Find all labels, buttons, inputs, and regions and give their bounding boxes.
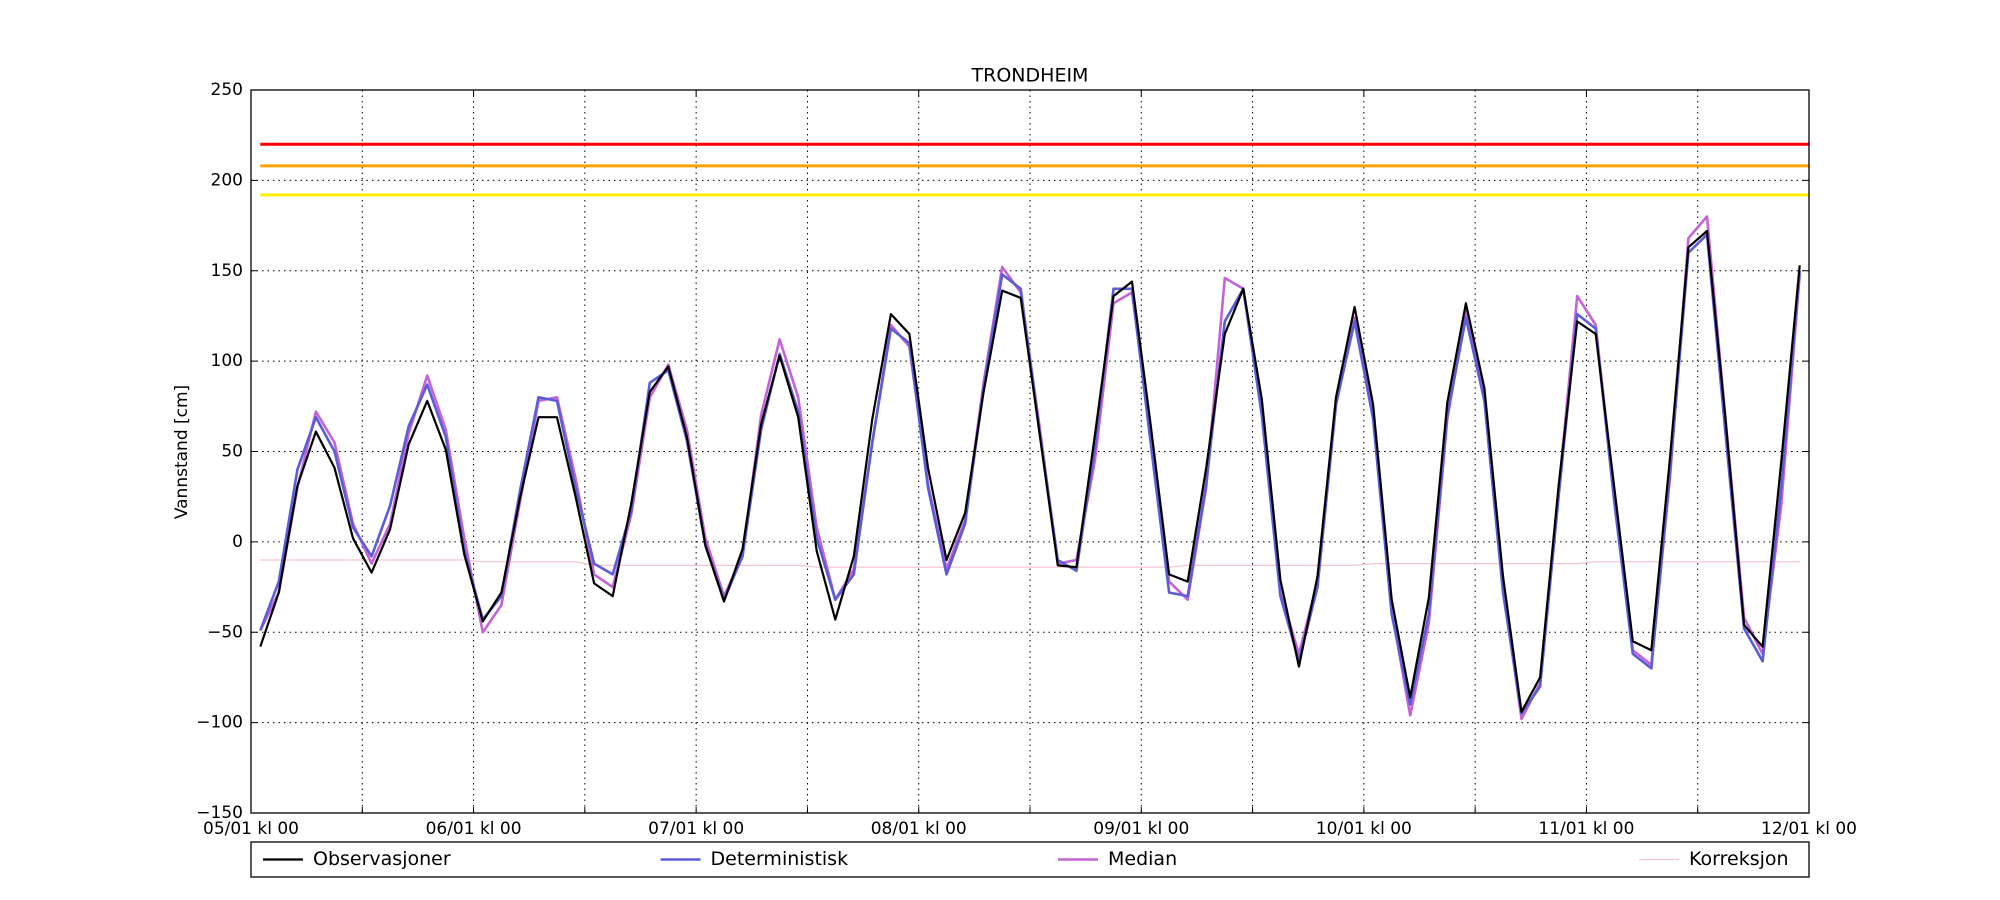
y-axis-label: Vannstand [cm] (172, 385, 192, 519)
y-tick-label: −100 (196, 713, 243, 733)
plot-frame (250, 89, 1810, 814)
x-tick-label: 12/01 kl 00 (1761, 819, 1857, 839)
y-tick-label: −50 (207, 622, 243, 642)
y-tick-label: 200 (211, 170, 243, 190)
y-tick-label: 250 (211, 80, 243, 100)
series-line (260, 559, 1800, 568)
series-line (259, 229, 1801, 713)
x-tick-label: 11/01 kl 00 (1538, 819, 1634, 839)
legend-label: Observasjoner (313, 848, 451, 870)
series-line (259, 233, 1801, 715)
y-tick-label: −150 (196, 803, 243, 823)
legend-label: Median (1108, 848, 1177, 870)
x-tick-label: 09/01 kl 00 (1093, 819, 1189, 839)
chart-title: TRONDHEIM (971, 65, 1089, 87)
legend-label: Korreksjon (1689, 848, 1789, 870)
y-tick-label: 100 (211, 351, 243, 371)
x-tick-label: 06/01 kl 00 (426, 819, 522, 839)
legend-label: Deterministisk (711, 848, 849, 870)
series-line (259, 215, 1801, 721)
x-tick-label: 05/01 kl 00 (203, 819, 299, 839)
x-tick-label: 07/01 kl 00 (648, 819, 744, 839)
legend-box (250, 841, 1810, 878)
y-tick-label: 0 (232, 532, 243, 552)
y-tick-label: 150 (211, 261, 243, 281)
x-tick-label: 10/01 kl 00 (1316, 819, 1412, 839)
x-tick-label: 08/01 kl 00 (871, 819, 967, 839)
y-tick-label: 50 (221, 442, 243, 462)
